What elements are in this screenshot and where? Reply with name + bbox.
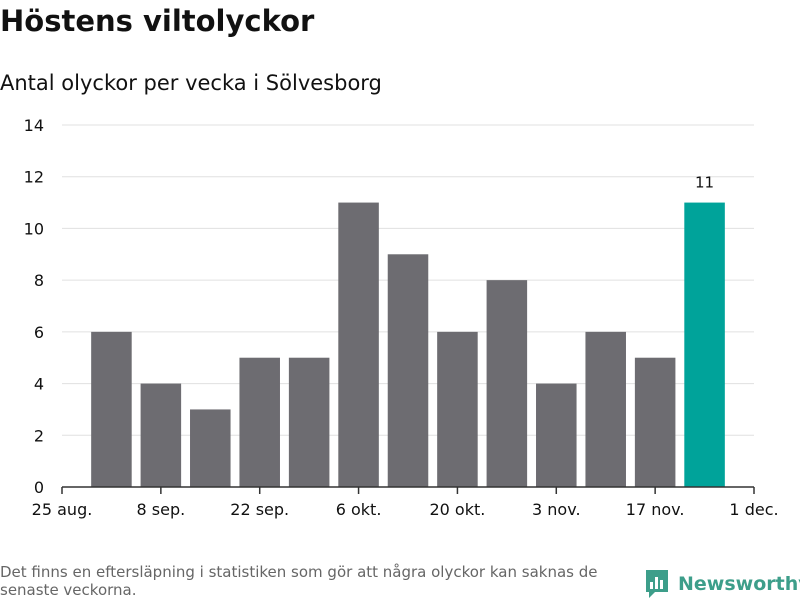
x-tick-label: 8 sep. [137, 500, 186, 519]
brand-logo[interactable]: Newsworthy [644, 567, 800, 601]
bar [338, 202, 379, 488]
chart-title: Höstens viltolyckor [0, 4, 315, 38]
y-axis-ticks: 0 2 4 6 8 10 12 14 [24, 116, 44, 497]
y-tick-label: 4 [34, 375, 44, 394]
bar [239, 357, 280, 487]
y-tick-label: 0 [34, 478, 44, 497]
bar [536, 383, 577, 487]
y-tick-label: 10 [24, 219, 44, 238]
x-tick-label: 3 nov. [532, 500, 581, 519]
y-tick-label: 14 [24, 116, 44, 135]
bar-highlight [684, 202, 725, 488]
x-tick-label: 1 dec. [729, 500, 778, 519]
y-tick-label: 6 [34, 323, 44, 342]
bar-chart: 0 2 4 6 8 10 12 14 11 25 aug. 8 sep. 22 sep. 6 okt… [24, 116, 779, 519]
footnote: Det finns en eftersläpning i statistiken… [0, 563, 598, 599]
data-label: 11 [695, 174, 714, 192]
bar [634, 357, 676, 487]
x-tick-label: 6 okt. [336, 500, 382, 519]
bar [288, 357, 330, 487]
newsworthy-logo-icon [646, 570, 668, 598]
bar [585, 331, 626, 487]
x-tick-label: 25 aug. [32, 500, 93, 519]
y-tick-label: 8 [34, 271, 44, 290]
brand-name: Newsworthy [678, 573, 800, 595]
bar [437, 331, 478, 487]
y-tick-label: 2 [34, 426, 44, 445]
x-tick-label: 20 okt. [429, 500, 485, 519]
bar [387, 254, 429, 487]
y-tick-label: 12 [24, 168, 44, 187]
x-tick-label: 22 sep. [230, 500, 289, 519]
x-axis-ticks: 25 aug. 8 sep. 22 sep. 6 okt. 20 okt. 3 nov. 1… [32, 487, 779, 519]
bar [91, 331, 132, 487]
bar [486, 280, 528, 487]
bar [140, 383, 182, 487]
chart-subtitle: Antal olyckor per vecka i Sölvesborg [0, 71, 382, 95]
data-labels: 11 [695, 174, 714, 192]
x-tick-label: 17 nov. [626, 500, 685, 519]
bar [190, 409, 231, 487]
bars [91, 202, 725, 488]
